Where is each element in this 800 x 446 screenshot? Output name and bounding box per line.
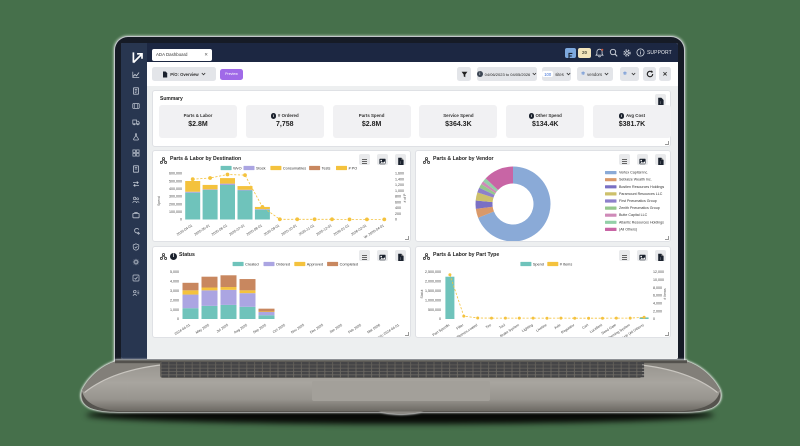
svg-text:1,200: 1,200 [395,183,404,187]
svg-text:W/c 2024-04-01: W/c 2024-04-01 [377,323,400,337]
svg-text:Tests: Tests [322,167,331,171]
svg-text:0: 0 [177,317,179,321]
svg-text:500,000: 500,000 [428,308,441,312]
svg-text:1,500,000: 1,500,000 [425,289,441,293]
svg-text:Jul 2025: Jul 2025 [216,323,229,334]
svg-text:2024-04-01: 2024-04-01 [174,323,191,336]
svg-text:500,000: 500,000 [169,179,182,183]
svg-text:300,000: 300,000 [169,195,182,199]
svg-text:Aug 2025: Aug 2025 [233,323,248,335]
svg-text:2025-07-01: 2025-07-01 [228,223,245,236]
svg-text:Consumables: Consumables [283,167,306,171]
svg-text:Lucellent: Lucellent [589,323,603,334]
svg-text:2026-01-01: 2026-01-01 [333,223,350,236]
svg-text:2025-05-01: 2025-05-01 [193,223,210,236]
svg-text:Mar 0026: Mar 0026 [366,323,381,334]
svg-text:600: 600 [395,201,401,205]
svg-text:2,000: 2,000 [653,309,662,313]
svg-text:Atlantic Resources Holdings: Atlantic Resources Holdings [619,220,664,224]
svg-text:↓: ↓ [659,160,661,165]
svg-text:2025-08-01: 2025-08-01 [246,223,263,236]
svg-text:Bostlen Resources Holdings: Bostlen Resources Holdings [619,185,664,189]
svg-text:(All Others): (All Others) [619,227,637,231]
svg-text:4,000: 4,000 [653,302,662,306]
svg-text:Feb 2025: Feb 2025 [347,323,362,334]
svg-text:0: 0 [653,317,655,321]
svg-text:Oct 2025: Oct 2025 [272,323,286,334]
svg-text:May 2025: May 2025 [195,323,210,335]
svg-text:12,000: 12,000 [653,270,664,274]
svg-text:# Items: # Items [663,288,667,299]
svg-text:1,000: 1,000 [395,189,404,193]
svg-text:Sep 2025: Sep 2025 [252,323,267,335]
svg-text:Spend: Spend [157,196,161,206]
svg-text:i: i [640,51,642,57]
svg-text:Spend: Spend [533,263,544,267]
svg-text:Tire: Tire [485,323,492,330]
svg-text:2,500,000: 2,500,000 [425,270,441,274]
svg-text:↓: ↓ [659,256,661,261]
svg-text:Tool: Tool [498,323,506,330]
svg-text:Lighting: Lighting [521,323,534,333]
svg-text:8,000: 8,000 [653,286,662,290]
svg-text:1,000: 1,000 [170,308,179,312]
svg-text:2,000: 2,000 [170,298,179,302]
svg-text:2025-11-01: 2025-11-01 [298,223,315,236]
svg-text:4,000: 4,000 [170,280,179,284]
svg-text:2025-06-01: 2025-06-01 [211,223,228,236]
svg-text:2025-04-01: 2025-04-01 [176,223,193,236]
svg-text:Filter: Filter [456,323,465,331]
svg-text:Nov 2025: Nov 2025 [290,323,305,335]
svg-text:200: 200 [395,212,401,216]
svg-text:6,000: 6,000 [653,294,662,298]
svg-text:Liveline: Liveline [535,323,547,333]
svg-text:1,000,000: 1,000,000 [425,298,441,302]
svg-text:Part Specific: Part Specific [432,323,451,337]
svg-text:2025-12-01: 2025-12-01 [315,223,332,236]
svg-text:2025-10-01: 2025-10-01 [281,223,298,236]
svg-text:# Items: # Items [560,263,573,267]
svg-text:400: 400 [395,206,401,210]
svg-text:800: 800 [395,195,401,199]
svg-text:0: 0 [439,317,441,321]
svg-text:Stock: Stock [256,167,266,171]
svg-text:↓: ↓ [659,100,661,105]
svg-text:2,000,000: 2,000,000 [425,280,441,284]
svg-text:200,000: 200,000 [169,202,182,206]
svg-text:10,000: 10,000 [653,278,664,282]
svg-text:3,000: 3,000 [170,289,179,293]
svg-text:↓: ↓ [399,256,401,261]
svg-text:400,000: 400,000 [169,187,182,191]
svg-text:Seblaize Wealth Inc.: Seblaize Wealth Inc. [619,178,652,182]
svg-text:Dec 2025: Dec 2025 [309,323,324,335]
svg-text:↓: ↓ [399,160,401,165]
svg-text:100,000: 100,000 [169,210,182,214]
svg-text:600,000: 600,000 [169,172,182,176]
svg-text:# PO: # PO [349,167,358,171]
svg-text:1,600: 1,600 [395,172,404,176]
svg-text:5,000: 5,000 [170,270,179,274]
svg-text:0: 0 [395,218,397,222]
svg-text:Ordered: Ordered [276,263,290,267]
svg-text:Statut: Statut [420,290,424,299]
svg-text:Jan 2025: Jan 2025 [329,323,343,334]
svg-text:# of P: # of P [403,193,407,203]
svg-text:Paramount Resources LLC: Paramount Resources LLC [619,192,663,196]
svg-text:1,400: 1,400 [395,177,404,181]
svg-text:Approved: Approved [307,263,323,267]
svg-text:2025-09-01: 2025-09-01 [263,223,280,236]
svg-text:Vertex Capital Inc.: Vertex Capital Inc. [619,171,648,175]
svg-text:Cart: Cart [581,323,589,330]
svg-text:0: 0 [180,218,182,222]
svg-text:Regulator: Regulator [560,323,576,335]
svg-text:Butte Capital LLC: Butte Capital LLC [619,213,648,217]
svg-text:WvO: WvO [233,167,241,171]
svg-text:Zenith Pneumatics Group: Zenith Pneumatics Group [619,206,660,210]
svg-text:First Pneumatics Group: First Pneumatics Group [619,199,657,203]
svg-text:Axle: Axle [554,323,562,330]
svg-text:Completed: Completed [340,263,358,267]
svg-text:Created: Created [245,263,259,267]
